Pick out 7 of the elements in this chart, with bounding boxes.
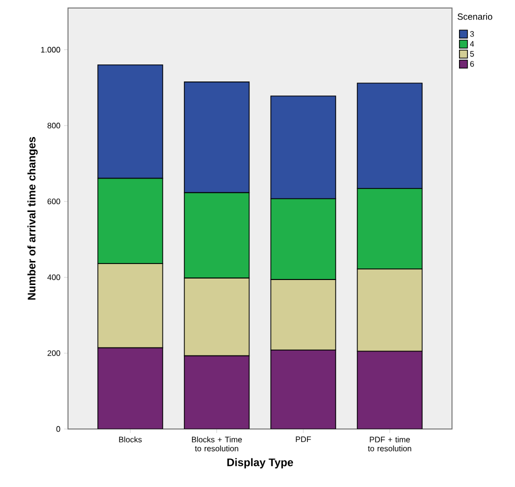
bar: [97, 347, 164, 429]
bar: [184, 355, 250, 429]
legend-title: Scenario: [458, 13, 492, 20]
bar: [356, 350, 423, 429]
bar: [270, 350, 336, 429]
y-axis-title: Number of arrival time changes: [27, 137, 38, 300]
x-axis-title: Display Type: [227, 458, 294, 468]
